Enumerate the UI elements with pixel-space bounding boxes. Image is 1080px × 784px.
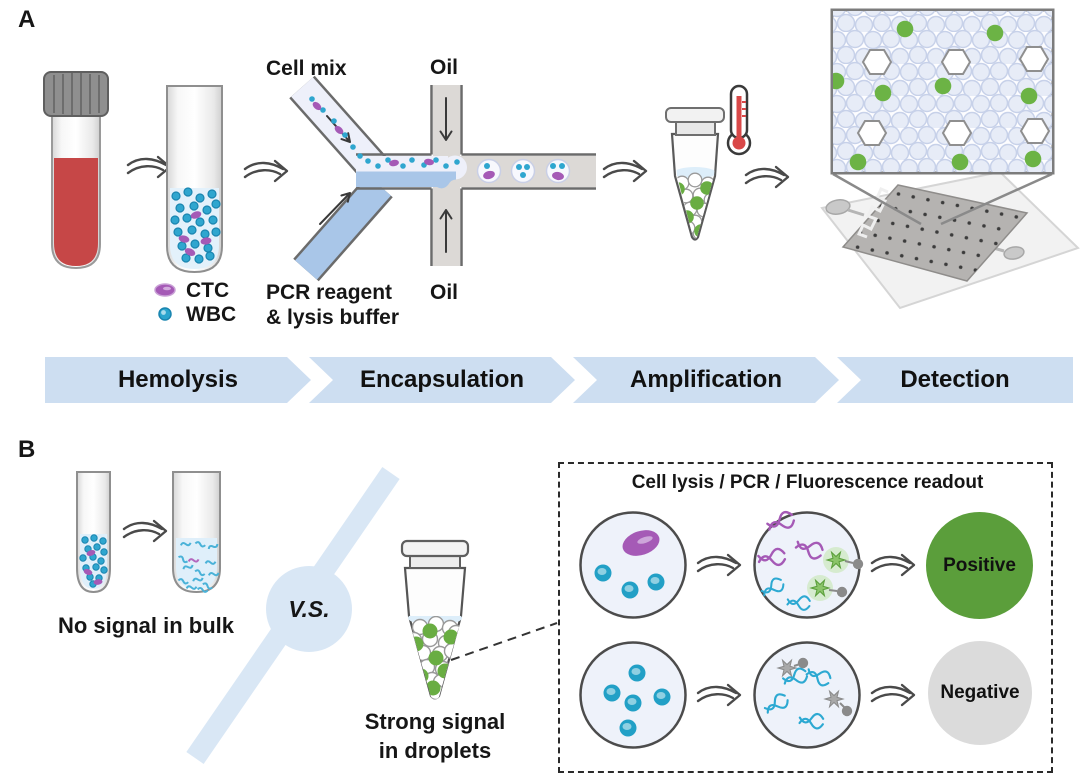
panel-b-label: B — [18, 436, 36, 463]
arrow-a2 — [243, 159, 289, 183]
positive-droplets-magnified — [833, 20, 1042, 171]
droplet-wbc-only — [579, 641, 687, 749]
versus-label: V.S. — [288, 595, 330, 622]
wbc-cell — [603, 664, 671, 737]
bulk-tube-lysed — [172, 471, 221, 594]
readout-box-title: Cell lysis / PCR / Fluorescence readout — [631, 472, 984, 493]
callout-dashed-line — [450, 622, 558, 661]
wbc-legend-label: WBC — [186, 303, 237, 326]
pcr-reagent-channel — [295, 176, 391, 280]
detection-chip — [820, 8, 1080, 310]
arrow-a1 — [126, 155, 172, 179]
inlet-port — [825, 199, 851, 215]
droplets-in-channel — [476, 158, 571, 184]
droplet-tube — [400, 539, 470, 700]
droplet-caption: Strong signal in droplets — [364, 709, 506, 763]
droplet-pcr-negative — [753, 641, 861, 749]
workflow-step-encapsulation: Encapsulation — [309, 357, 575, 403]
ctc-legend-label: CTC — [186, 279, 230, 302]
wbc-cells — [170, 187, 221, 264]
workflow-step-detection: Detection — [837, 357, 1073, 403]
panel-a-label: A — [18, 6, 36, 33]
droplet-ctc-wbc — [579, 511, 687, 619]
thermometer-icon — [726, 84, 752, 156]
droplet-pcr-positive — [753, 508, 864, 619]
readout-dashed-box — [558, 462, 1053, 773]
versus-divider — [186, 467, 400, 764]
quencher-dot — [841, 705, 853, 717]
outlet-port — [1003, 246, 1025, 260]
workflow-step-hemolysis: Hemolysis — [45, 357, 311, 403]
bulk-tube-cells — [76, 471, 111, 594]
workflow-step-amplification: Amplification — [573, 357, 839, 403]
panel-b-illustration — [76, 467, 916, 764]
blood-liquid — [54, 158, 98, 266]
tube-cap — [43, 71, 109, 117]
ctc-legend-swatch — [154, 283, 176, 297]
wbc-cell — [594, 564, 665, 599]
blood-tube — [43, 71, 109, 270]
quencher-dot — [836, 586, 848, 598]
hemolysis-tube — [166, 85, 223, 274]
wbc-legend-swatch — [158, 307, 172, 321]
serpentine-channel — [856, 187, 889, 239]
workflow-banner: Hemolysis Encapsulation Amplification De… — [45, 357, 1073, 403]
hexagon-pillars — [856, 46, 1051, 146]
oil-top-label: Oil — [430, 56, 459, 79]
arrow-b1 — [122, 519, 168, 543]
flow-direction-arrows — [319, 97, 453, 253]
bulk-caption: No signal in bulk — [57, 613, 234, 638]
cell-mix-label: Cell mix — [266, 57, 347, 80]
ctc-cells — [178, 211, 212, 256]
microfluidic-junction — [289, 75, 596, 282]
quencher-dot — [852, 558, 864, 570]
negative-result-badge: Negative — [928, 641, 1032, 745]
pcr-reagent-label: PCR reagent & lysis buffer — [266, 281, 400, 330]
pcr-tube — [665, 107, 725, 241]
fluorophore-active — [807, 547, 864, 601]
arrow-a3 — [602, 159, 648, 183]
fluorophore-quenched — [777, 657, 853, 717]
quencher-dot — [797, 657, 809, 669]
positive-result-badge: Positive — [926, 512, 1033, 619]
magnified-droplet-view — [830, 8, 1055, 175]
panel-a-illustration — [43, 8, 1080, 321]
oil-bottom-label: Oil — [430, 281, 459, 304]
arrow-a4 — [744, 165, 790, 189]
